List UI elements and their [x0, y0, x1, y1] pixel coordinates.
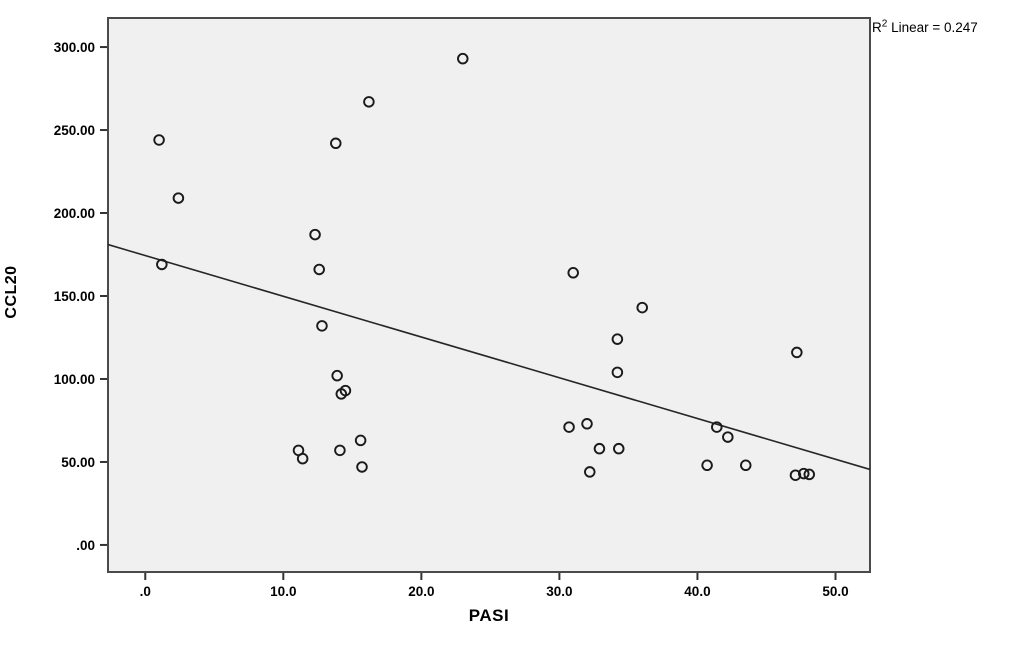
data-point [611, 366, 624, 379]
data-point [803, 468, 816, 481]
data-point [156, 258, 168, 271]
x-tick-label: 40.0 [684, 584, 710, 599]
y-axis-title: CCL20 [3, 265, 20, 319]
y-tick-label: .00 [76, 538, 95, 553]
data-point [581, 418, 593, 430]
data-point [740, 459, 752, 472]
data-point [797, 467, 810, 480]
x-axis-title: PASI [468, 606, 510, 625]
data-point [613, 442, 625, 455]
data-point [711, 421, 723, 433]
x-tick-label: 30.0 [546, 584, 572, 599]
r-squared-annotation: R2 Linear = 0.247 [872, 18, 978, 35]
y-tick-label: 300.00 [54, 40, 95, 55]
r-squared-base: R [872, 20, 882, 35]
data-point [356, 461, 368, 473]
y-tick-label: 50.00 [61, 455, 95, 470]
r-squared-rest: Linear = 0.247 [887, 20, 978, 35]
data-point [567, 267, 579, 279]
x-tick-label: 50.0 [822, 584, 848, 599]
x-tick-label: .0 [140, 584, 151, 599]
data-point [354, 434, 367, 447]
y-tick-label: 250.00 [54, 123, 95, 138]
y-tick-label: 200.00 [54, 206, 95, 221]
data-point [330, 137, 342, 150]
data-point [309, 228, 321, 241]
data-point [153, 134, 165, 146]
data-point [296, 452, 309, 465]
data-point [457, 52, 469, 65]
data-point [316, 320, 328, 332]
data-point [331, 369, 343, 382]
plot-area [107, 17, 871, 573]
data-point [339, 384, 352, 397]
data-point [334, 444, 346, 457]
data-point [701, 459, 713, 472]
data-point [722, 431, 734, 443]
x-tick-label: 20.0 [408, 584, 434, 599]
trend-line [107, 243, 871, 471]
data-point [791, 346, 803, 359]
y-tick-label: 100.00 [54, 372, 95, 387]
data-point [636, 301, 648, 314]
data-point [593, 442, 606, 455]
data-point [172, 192, 185, 204]
data-point [789, 469, 802, 481]
x-tick-label: 10.0 [270, 584, 296, 599]
data-point [611, 333, 624, 345]
r-squared-sup: 2 [881, 18, 888, 30]
data-point [584, 466, 596, 478]
data-point [563, 421, 575, 433]
data-point [363, 96, 375, 108]
data-point [313, 263, 325, 276]
y-tick-label: 150.00 [54, 289, 95, 304]
